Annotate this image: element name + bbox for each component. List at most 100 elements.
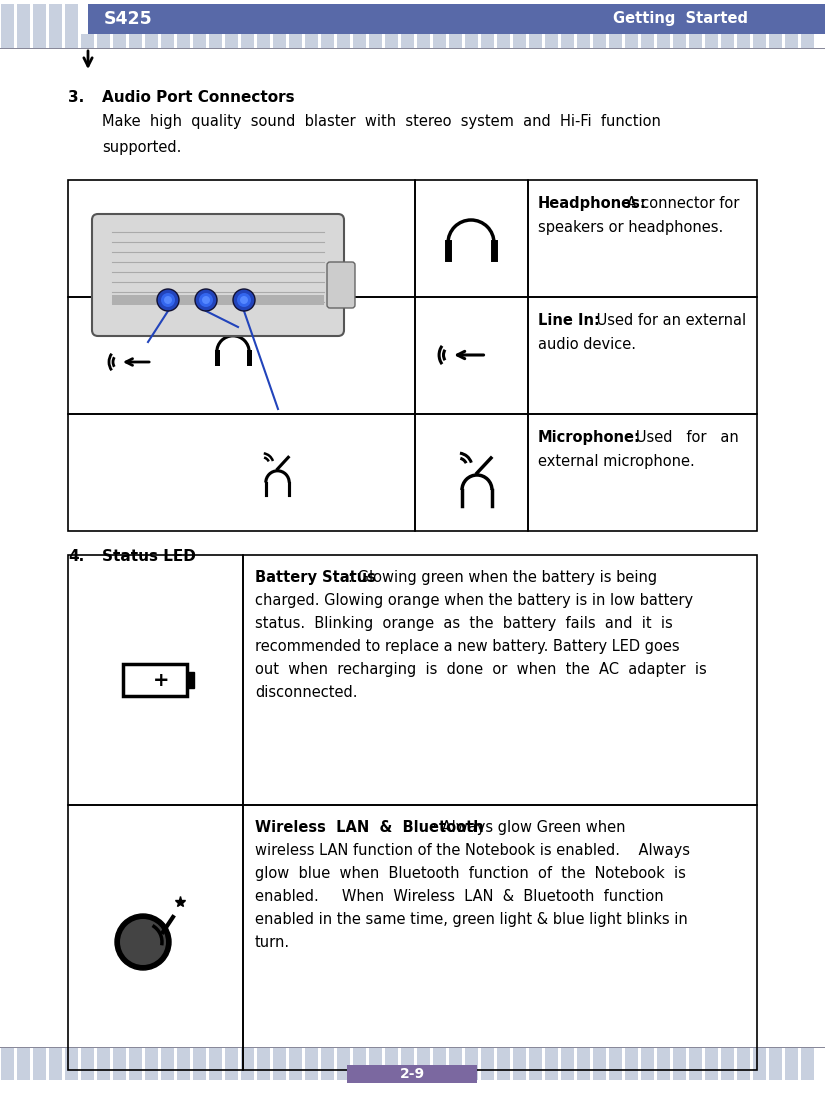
Bar xyxy=(465,34,478,48)
Bar xyxy=(193,34,206,48)
Bar xyxy=(401,1063,414,1080)
Text: Microphone:: Microphone: xyxy=(538,430,641,445)
Circle shape xyxy=(161,293,175,307)
Circle shape xyxy=(115,914,171,970)
Bar xyxy=(33,34,46,48)
Circle shape xyxy=(240,296,248,304)
Bar xyxy=(145,1047,158,1063)
Bar xyxy=(481,1047,494,1063)
Text: Headphones:: Headphones: xyxy=(538,197,647,211)
Text: A connector for: A connector for xyxy=(622,197,739,211)
Bar xyxy=(545,1063,558,1080)
Bar xyxy=(68,805,243,1069)
Bar xyxy=(369,1063,382,1080)
Bar xyxy=(49,1063,62,1080)
Bar xyxy=(513,1063,526,1080)
Circle shape xyxy=(202,296,210,304)
Bar xyxy=(415,414,528,531)
Bar xyxy=(353,1047,366,1063)
Bar xyxy=(225,34,238,48)
Bar xyxy=(689,34,702,48)
Bar xyxy=(433,34,446,48)
Bar xyxy=(353,1063,366,1080)
Bar xyxy=(753,1063,766,1080)
Text: wireless LAN function of the Notebook is enabled.    Always: wireless LAN function of the Notebook is… xyxy=(255,843,690,858)
Text: Audio Port Connectors: Audio Port Connectors xyxy=(102,90,295,105)
Bar xyxy=(49,34,62,48)
Text: Line In:: Line In: xyxy=(538,313,600,328)
Bar xyxy=(737,1047,750,1063)
Bar xyxy=(209,34,222,48)
Bar xyxy=(33,1047,46,1063)
Text: Battery Status: Battery Status xyxy=(255,570,376,585)
Bar xyxy=(193,1047,206,1063)
Bar xyxy=(609,1063,622,1080)
Bar xyxy=(528,180,757,296)
Text: recommended to replace a new battery. Battery LED goes: recommended to replace a new battery. Ba… xyxy=(255,639,680,654)
FancyBboxPatch shape xyxy=(327,262,355,309)
Bar xyxy=(577,1063,590,1080)
Bar xyxy=(337,1047,350,1063)
Text: Used for an external: Used for an external xyxy=(592,313,746,328)
Text: status.  Blinking  orange  as  the  battery  fails  and  it  is: status. Blinking orange as the battery f… xyxy=(255,616,672,631)
Bar xyxy=(273,1047,286,1063)
Bar xyxy=(305,1063,318,1080)
Bar xyxy=(593,34,606,48)
Text: charged. Glowing orange when the battery is in low battery: charged. Glowing orange when the battery… xyxy=(255,593,693,608)
Bar xyxy=(1,4,14,34)
Bar xyxy=(243,554,757,805)
Bar xyxy=(415,180,528,296)
Bar xyxy=(113,34,126,48)
Bar xyxy=(145,34,158,48)
Text: enabled in the same time, green light & blue light blinks in: enabled in the same time, green light & … xyxy=(255,912,688,927)
Text: 4.: 4. xyxy=(68,549,84,564)
Bar xyxy=(17,4,30,34)
Text: : Always glow Green when: : Always glow Green when xyxy=(432,820,625,834)
Bar xyxy=(801,1063,814,1080)
Bar xyxy=(481,1063,494,1080)
Bar xyxy=(241,1063,254,1080)
Bar xyxy=(273,34,286,48)
Bar xyxy=(241,34,254,48)
Bar xyxy=(721,34,734,48)
Bar xyxy=(112,295,324,305)
Bar xyxy=(641,1047,654,1063)
Text: Status LED: Status LED xyxy=(102,549,196,564)
Bar xyxy=(347,1065,477,1083)
Bar xyxy=(769,1063,782,1080)
Bar xyxy=(65,4,78,34)
Text: +: + xyxy=(153,671,169,690)
Bar xyxy=(321,34,334,48)
Circle shape xyxy=(233,289,255,311)
Bar xyxy=(145,1063,158,1080)
Bar xyxy=(113,1063,126,1080)
Bar xyxy=(1,34,14,48)
Text: audio device.: audio device. xyxy=(538,337,636,352)
Bar xyxy=(241,1047,254,1063)
Bar xyxy=(17,34,30,48)
Bar xyxy=(625,1047,638,1063)
Bar xyxy=(1,1047,14,1063)
Bar xyxy=(65,1063,78,1080)
Bar xyxy=(1,1063,14,1080)
Bar xyxy=(289,1047,302,1063)
Text: external microphone.: external microphone. xyxy=(538,453,695,469)
Bar xyxy=(209,1063,222,1080)
Bar xyxy=(801,34,814,48)
Bar xyxy=(88,4,825,34)
Text: : Glowing green when the battery is being: : Glowing green when the battery is bein… xyxy=(348,570,658,585)
Bar xyxy=(449,1063,462,1080)
Bar xyxy=(187,672,194,688)
Bar xyxy=(369,34,382,48)
Bar xyxy=(689,1063,702,1080)
Bar xyxy=(81,34,94,48)
Bar xyxy=(433,1063,446,1080)
Bar xyxy=(513,34,526,48)
Bar xyxy=(321,1047,334,1063)
Bar xyxy=(785,1063,798,1080)
Bar xyxy=(225,1063,238,1080)
Bar xyxy=(65,34,78,48)
Bar xyxy=(705,34,718,48)
Text: 3.: 3. xyxy=(68,90,84,105)
Bar xyxy=(257,1063,270,1080)
